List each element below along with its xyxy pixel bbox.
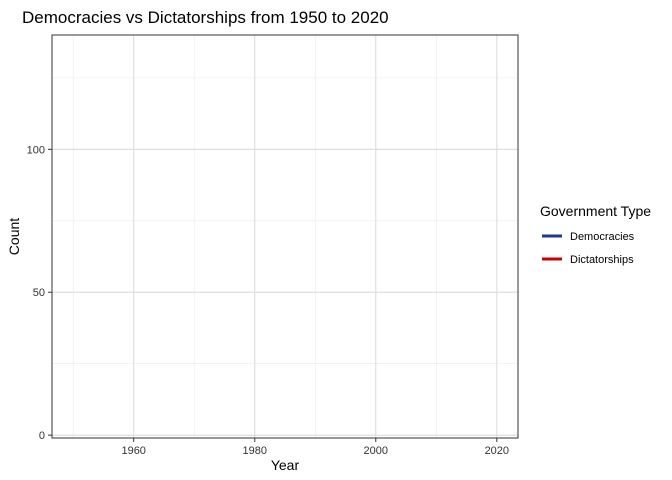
y-tick-label: 0 [39, 430, 45, 442]
legend-items: Democracies Dictatorships [542, 231, 635, 266]
grid-major [52, 35, 518, 438]
legend-label-dictatorships: Dictatorships [570, 254, 634, 266]
x-axis-title: Year [271, 457, 300, 473]
x-tick-label: 2000 [364, 445, 388, 457]
legend-title: Government Type [540, 203, 651, 219]
y-axis-title: Count [6, 218, 22, 255]
y-tick-label: 50 [33, 287, 45, 299]
plot-background [52, 35, 518, 438]
plot-border [51, 34, 519, 439]
x-tick-label: 1980 [242, 445, 266, 457]
y-axis: 0 50 100 [27, 144, 52, 442]
x-tick-label: 2020 [485, 445, 509, 457]
legend: Government Type Democracies Dictatorships [540, 203, 651, 266]
x-axis: 1960 1980 2000 2020 [121, 438, 509, 457]
chart-title: Democracies vs Dictatorships from 1950 t… [22, 8, 389, 27]
y-tick-label: 100 [27, 144, 45, 156]
grid-minor [52, 35, 518, 438]
plot-area [51, 34, 519, 439]
legend-label-democracies: Democracies [570, 231, 635, 243]
x-tick-label: 1960 [121, 445, 145, 457]
